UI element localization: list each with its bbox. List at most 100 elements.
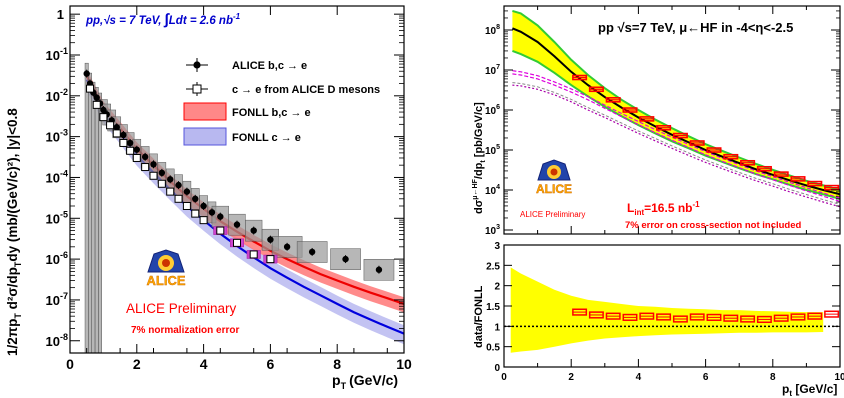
- alice-point: [133, 146, 140, 153]
- right-lumi-label: Lint=16.5 nb-1: [627, 200, 700, 217]
- alice-point: [93, 94, 100, 101]
- alice-point: [267, 236, 274, 243]
- d-meson-point: [149, 171, 158, 180]
- y-tick-label: 2.5: [486, 261, 500, 272]
- ratio-y-axis-label: data/FONLL: [473, 285, 485, 348]
- left-data-marks: [83, 62, 395, 354]
- d-meson-point: [119, 138, 128, 147]
- y-tick-label: 0.5: [486, 343, 500, 354]
- left-x-axis-label: pT (GeV/c): [332, 372, 398, 391]
- alice-point: [126, 139, 134, 147]
- left-preliminary-label: ALICE Preliminary: [126, 301, 237, 316]
- alice-point: [308, 248, 316, 256]
- y-tick-label: 108: [485, 24, 500, 37]
- x-tick-label: 10: [834, 372, 844, 383]
- alice-syst-box: [88, 72, 92, 354]
- d-meson-point: [99, 113, 108, 122]
- right-bottom-axes: 0 2 4 6 8 10 0 0.5 1 1.5 2 2.5 3: [486, 241, 844, 383]
- right-bottom-chart: 0 2 4 6 8 10 0 0.5 1 1.5 2 2.5 3 data/FONLL pt [GeV/…: [473, 241, 844, 398]
- y-tick-label: 10-5: [46, 209, 68, 226]
- beauty-line: [512, 84, 841, 208]
- alice-point: [192, 195, 199, 203]
- y-tick-label: 104: [485, 184, 500, 197]
- alice-point: [141, 153, 149, 161]
- alice-point: [100, 106, 107, 114]
- y-tick-label: 10-1: [46, 46, 68, 63]
- fonll-central-line: [512, 27, 841, 196]
- x-tick-label: 10: [396, 356, 412, 372]
- y-tick-label: 0: [494, 363, 500, 374]
- alice-point: [233, 221, 241, 228]
- x-tick-label: 4: [200, 356, 208, 372]
- alice-point: [83, 70, 90, 77]
- alice-point: [375, 266, 383, 273]
- fonll-c-band: [86, 71, 404, 345]
- d-meson-point: [249, 250, 258, 259]
- x-tick-label: 4: [636, 372, 642, 383]
- left-normalization-note: 7% normalization error: [131, 325, 239, 336]
- x-tick-label: 8: [333, 356, 341, 372]
- legend-marker-d-mesons: [192, 84, 202, 94]
- d-meson-point: [126, 146, 135, 155]
- x-tick-label: 8: [770, 372, 776, 383]
- right-title: pp √s=7 TeV, μ←HF in -4<η<-2.5: [598, 20, 793, 35]
- legend-label-d-mesons: c → e from ALICE D mesons: [232, 84, 380, 96]
- legend-label-fonll-c: FONLL c → e: [232, 132, 301, 144]
- alice-point: [250, 227, 257, 234]
- legend-label-fonll-bc: FONLL b,c → e: [232, 107, 311, 119]
- y-tick-label: 3: [494, 241, 500, 252]
- x-tick-label: 6: [703, 372, 709, 383]
- beauty-upper-line: [512, 82, 841, 205]
- legend-label-alice: ALICE b,c → e: [232, 60, 307, 72]
- alice-syst-box: [94, 87, 99, 354]
- x-tick-label: 0: [66, 356, 74, 372]
- d-meson-point: [157, 179, 166, 188]
- ratio-band: [504, 267, 840, 353]
- left-chart: 0 2 4 6 8 10 1 10-1 10-2 10-3 10-4 10-5 10-6 10-7 10-8…: [5, 5, 412, 391]
- d-meson-point: [191, 209, 200, 218]
- d-meson-point: [92, 100, 101, 109]
- right-error-note: 7% error on cross-section not included: [625, 220, 802, 231]
- alice-point: [217, 213, 224, 220]
- alice-point: [120, 131, 127, 139]
- right-top-plot-frame: [503, 5, 841, 235]
- alice-point: [183, 188, 191, 195]
- y-tick-label: 106: [485, 104, 500, 117]
- svg-text:ALICE: ALICE: [536, 182, 572, 196]
- y-tick-label: 1.5: [486, 302, 500, 313]
- y-tick-label: 10-2: [46, 87, 68, 104]
- d-meson-point: [233, 238, 241, 247]
- y-tick-label: 10-3: [46, 128, 68, 145]
- alice-point: [150, 161, 157, 168]
- y-tick-label: 103: [485, 224, 500, 237]
- alice-point: [283, 243, 291, 251]
- alice-point: [208, 209, 216, 216]
- alice-point: [167, 176, 174, 183]
- d-meson-point: [132, 153, 141, 162]
- svg-text:ALICE: ALICE: [147, 273, 186, 288]
- alice-syst-box: [84, 62, 89, 354]
- left-alice-logo: ALICE: [146, 249, 186, 288]
- alice-point: [200, 202, 207, 210]
- ratio-uncertainty-band: [510, 267, 824, 353]
- y-tick-label: 10-8: [46, 332, 68, 349]
- alice-point: [175, 181, 182, 189]
- y-tick-label: 1: [57, 7, 64, 22]
- alice-point: [342, 255, 349, 263]
- y-tick-label: 1: [494, 322, 500, 333]
- x-tick-label: 2: [568, 372, 574, 383]
- left-legend: ALICE b,c → e c → e from ALICE D mesons …: [183, 58, 380, 146]
- y-tick-label: 105: [485, 144, 500, 157]
- left-title: pp,√s = 7 TeV, ∫Ldt = 2.6 nb-1: [85, 11, 241, 28]
- fonll-bc-band: [86, 69, 404, 313]
- d-meson-point: [166, 187, 175, 196]
- charm-upper-line: [512, 70, 841, 199]
- alice-point: [113, 124, 120, 131]
- y-tick-label: 10-6: [46, 250, 68, 267]
- y-tick-label: 10-7: [46, 291, 68, 308]
- left-axes: 0 2 4 6 8 10 1 10-1 10-2 10-3 10-4 10-5 10-6 10-7 10-8: [46, 6, 412, 372]
- d-meson-point: [174, 194, 183, 203]
- fonll-lower-line: [512, 49, 841, 200]
- d-meson-point: [266, 255, 275, 264]
